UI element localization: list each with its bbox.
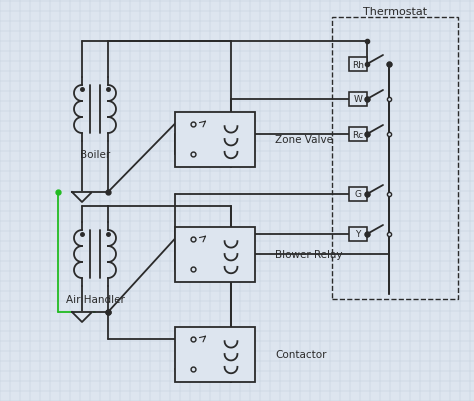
Text: Rc: Rc — [352, 130, 364, 139]
Text: W: W — [354, 95, 363, 104]
FancyBboxPatch shape — [175, 327, 255, 381]
FancyBboxPatch shape — [175, 112, 255, 167]
Text: Blower Relay: Blower Relay — [275, 249, 343, 259]
Text: Air Handler: Air Handler — [65, 294, 125, 304]
Text: Y: Y — [356, 230, 361, 239]
FancyBboxPatch shape — [175, 227, 255, 282]
FancyBboxPatch shape — [349, 227, 367, 241]
Text: Boiler: Boiler — [80, 150, 110, 160]
Text: Thermostat: Thermostat — [363, 7, 427, 17]
Text: Rh: Rh — [352, 60, 364, 69]
Text: G: G — [355, 190, 362, 199]
Text: Contactor: Contactor — [275, 349, 327, 359]
FancyBboxPatch shape — [349, 188, 367, 201]
Polygon shape — [72, 312, 92, 322]
FancyBboxPatch shape — [349, 58, 367, 72]
Polygon shape — [72, 192, 92, 203]
Text: Zone Valve: Zone Valve — [275, 135, 333, 145]
FancyBboxPatch shape — [349, 93, 367, 107]
FancyBboxPatch shape — [349, 128, 367, 142]
